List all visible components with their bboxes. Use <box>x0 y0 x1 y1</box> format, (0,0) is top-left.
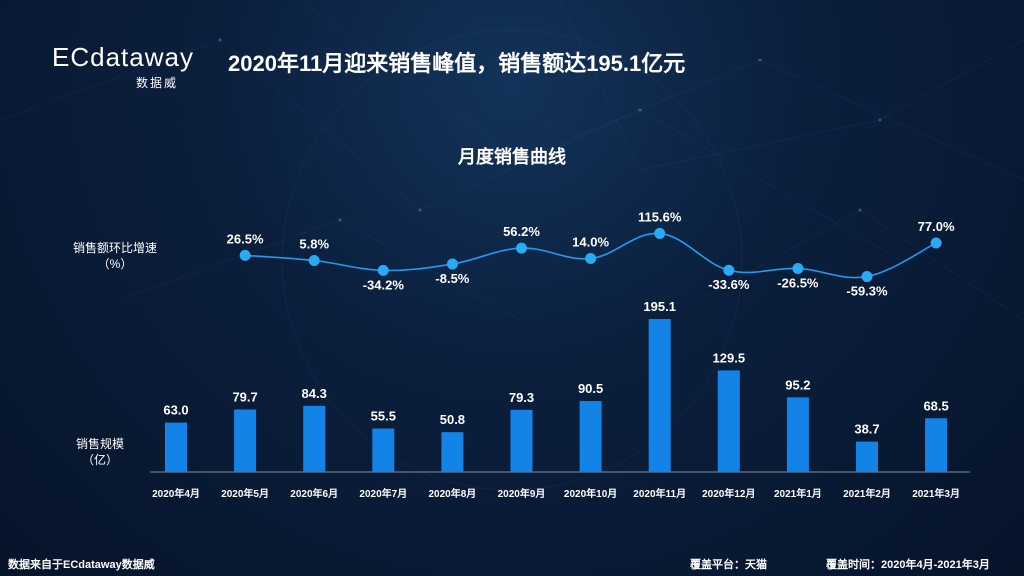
growth-point <box>792 262 804 274</box>
sales-bar-label: 84.3 <box>302 386 327 401</box>
page-headline: 2020年11月迎来销售峰值，销售额达195.1亿元 <box>228 51 686 76</box>
sales-bar <box>579 401 602 472</box>
chart-title: 月度销售曲线 <box>458 147 566 167</box>
growth-point-label: -59.3% <box>846 284 888 299</box>
sales-bar <box>925 418 948 472</box>
x-tick-label: 2020年10月 <box>564 487 617 500</box>
growth-point <box>723 264 735 276</box>
footer-source: 数据来自于ECdataway数据威 <box>8 559 155 571</box>
scale-axis-label-line2: （亿） <box>81 453 118 467</box>
growth-point <box>308 255 320 267</box>
growth-point <box>654 227 666 239</box>
sales-bar-label: 79.3 <box>509 390 534 405</box>
growth-point-label: 56.2% <box>503 224 540 239</box>
growth-point <box>377 264 389 276</box>
sales-bar <box>234 409 257 472</box>
brand-logo: ECdataway 数据威 <box>52 42 212 92</box>
sales-bar-label: 90.5 <box>578 381 603 396</box>
growth-point-label: 14.0% <box>572 234 609 249</box>
growth-point-label: 5.8% <box>299 237 329 252</box>
x-tick-label: 2021年2月 <box>843 487 891 500</box>
scale-axis-label-line1: 销售规模 <box>75 437 124 451</box>
growth-point <box>861 271 873 283</box>
x-tick-label: 2021年1月 <box>774 487 822 500</box>
x-tick-label: 2020年7月 <box>359 487 407 500</box>
growth-point <box>446 258 458 270</box>
sales-bar <box>510 409 533 472</box>
sales-bar <box>856 441 878 472</box>
sales-bar-label: 50.8 <box>440 412 465 427</box>
growth-point <box>516 242 527 254</box>
x-tick-label: 2020年6月 <box>290 487 338 500</box>
growth-point-label: 26.5% <box>227 231 264 246</box>
growth-point <box>239 249 251 261</box>
logo-subtext: 数据威 <box>136 76 179 90</box>
footer-platform: 覆盖平台：天猫 <box>690 559 767 571</box>
sales-bar-label: 38.7 <box>854 422 879 437</box>
footer-period: 覆盖时间：2020年4月-2021年3月 <box>826 559 990 571</box>
growth-axis-label-line1: 销售额环比增速 <box>72 241 157 255</box>
growth-point-label: 77.0% <box>918 219 955 234</box>
sales-bar-label: 195.1 <box>643 299 676 314</box>
sales-bar-label: 79.7 <box>232 389 257 404</box>
sales-bar <box>165 422 187 472</box>
sales-bar-label: 63.0 <box>163 403 188 418</box>
sales-bar-label: 129.5 <box>713 350 746 365</box>
sales-bar <box>441 432 464 472</box>
x-tick-label: 2021年3月 <box>912 487 960 500</box>
x-tick-label: 2020年12月 <box>702 487 755 500</box>
growth-point-label: -26.5% <box>777 275 819 290</box>
growth-point-label: 115.6% <box>638 209 682 224</box>
x-tick-label: 2020年9月 <box>498 487 546 500</box>
logo-text: ECdataway <box>52 42 194 72</box>
growth-point <box>585 252 597 264</box>
growth-axis-label: 销售额环比增速 （%） <box>40 240 190 272</box>
growth-axis-label-line2: （%） <box>97 257 133 271</box>
sales-bar-label: 68.5 <box>923 398 948 413</box>
sales-bar <box>648 319 671 472</box>
growth-point-label: -8.5% <box>435 271 469 286</box>
growth-point-label: -33.6% <box>708 277 750 292</box>
growth-point <box>930 237 942 249</box>
growth-point-label: -34.2% <box>363 277 405 292</box>
sales-bar <box>786 397 809 472</box>
sales-bar <box>717 370 740 472</box>
sales-bar <box>372 428 395 472</box>
x-tick-label: 2020年11月 <box>633 487 686 500</box>
x-tick-label: 2020年5月 <box>221 487 269 500</box>
sales-bar <box>303 405 326 472</box>
scale-axis-label: 销售规模 （亿） <box>40 436 160 468</box>
x-tick-label: 2020年8月 <box>428 487 476 500</box>
sales-bar-label: 55.5 <box>371 408 396 423</box>
sales-bar-label: 95.2 <box>785 377 810 392</box>
x-tick-label: 2020年4月 <box>152 487 200 500</box>
